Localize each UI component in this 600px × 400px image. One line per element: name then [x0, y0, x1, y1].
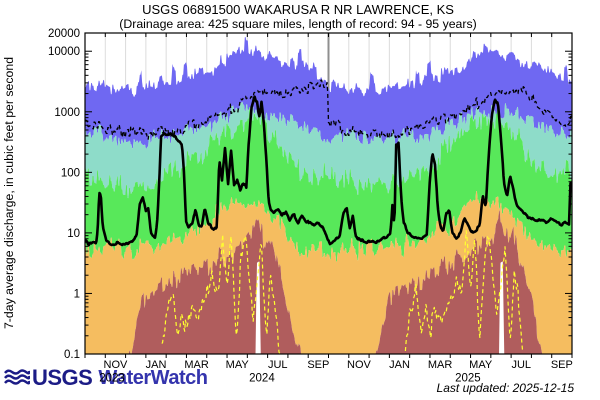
x-month-label: MAR [428, 359, 453, 371]
y-tick-label: 20000 [48, 28, 80, 40]
observed-discharge-line [85, 95, 572, 247]
x-month-label: JUL [511, 359, 531, 371]
band-below-normal [85, 191, 572, 354]
y-tick-label: 1000 [54, 107, 80, 119]
logo-usgs-text: USGS [32, 365, 93, 390]
x-month-label: NOV [104, 359, 129, 371]
band-low [128, 209, 547, 354]
band-above-normal [85, 101, 572, 199]
usgs-waves-icon [4, 369, 30, 385]
y-tick-label: 0.1 [64, 349, 80, 361]
x-month-label: JUL [268, 359, 288, 371]
last-updated-text: Last updated: 2025-12-15 [436, 381, 574, 395]
x-month-label: NOV [347, 359, 372, 371]
x-year-label: 2024 [249, 373, 275, 385]
x-month-label: MAY [469, 359, 493, 371]
axis-tick-labels: 20000 10000 1000 100 10 1 0.1 NOV JAN MAR MAY JUL SE… [48, 28, 573, 385]
x-month-label: SEP [551, 359, 573, 371]
chart-subtitle: (Drainage area: 425 square miles, length… [119, 17, 476, 31]
y-tick-label: 100 [61, 167, 80, 179]
x-month-label: MAR [184, 359, 209, 371]
x-month-label: SEP [307, 359, 329, 371]
yellow-dashed-line [161, 230, 524, 354]
mean-dashed-line [85, 79, 572, 140]
band-high [85, 37, 572, 149]
logo-waterwatch-text: WaterWatch [98, 366, 208, 389]
x-month-label: JAN [146, 359, 167, 371]
data-lines [85, 79, 572, 354]
axes-frame [84, 32, 573, 358]
y-axis-title: 7-day average discharge, in cubic feet p… [2, 57, 16, 329]
y-tick-label: 10 [67, 228, 80, 240]
y-tick-label: 1 [74, 288, 80, 300]
usgs-waterwatch-logo[interactable]: USGS WaterWatch [4, 365, 208, 391]
x-month-label: MAY [226, 359, 250, 371]
x-year-label: 2025 [455, 373, 481, 385]
x-year-label: 2023 [99, 373, 125, 385]
y-tick-label: 10000 [48, 46, 80, 58]
chart-title: USGS 06891500 WAKARUSA R NR LAWRENCE, KS [142, 2, 454, 17]
x-month-label: JAN [389, 359, 410, 371]
